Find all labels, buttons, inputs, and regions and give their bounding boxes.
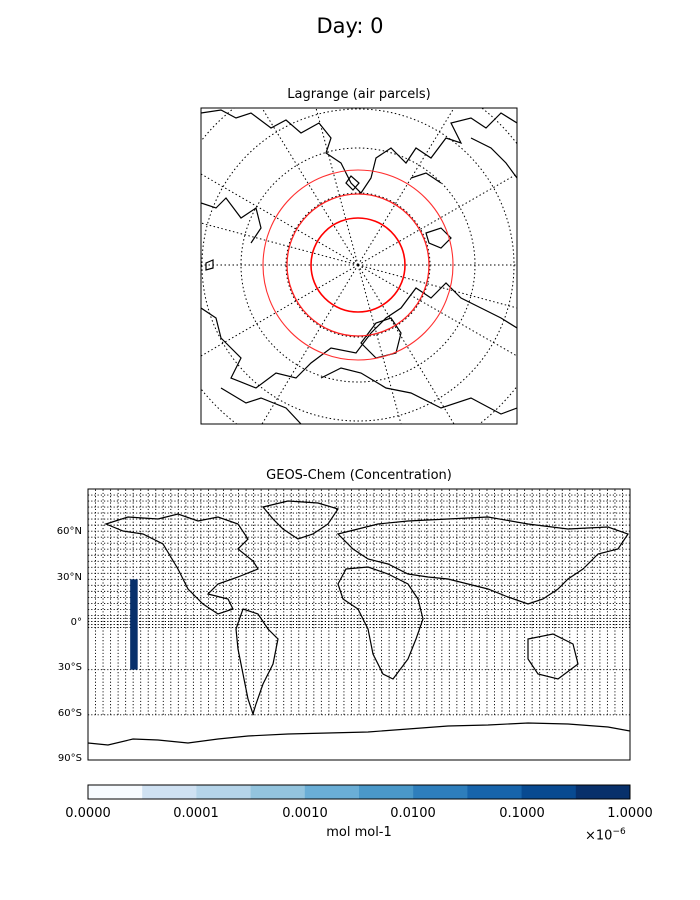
colorbar-tick-5: 1.0000 — [607, 806, 653, 821]
geoschem-panel-title: GEOS-Chem (Concentration) — [266, 468, 452, 483]
lat-tick-90s: 90°S — [57, 753, 82, 764]
lat-tick-30n: 30°N — [56, 572, 82, 583]
colorbar-exponent-base: ×10 — [585, 828, 613, 844]
lat-tick-60n: 60°N — [56, 526, 82, 537]
lagrange-polar-map — [200, 107, 518, 425]
colorbar-exponent: ×10−6 — [585, 827, 626, 843]
colorbar-segment — [359, 785, 414, 799]
world-coastlines — [88, 500, 630, 746]
colorbar-tick-1: 0.0001 — [173, 806, 219, 821]
colorbar-segment — [304, 785, 360, 799]
lat-tick-30s: 30°S — [57, 662, 82, 673]
air-parcel-rings — [262, 169, 454, 361]
colorbar-label: mol mol-1 — [326, 825, 392, 840]
lat-tick-60s: 60°S — [57, 708, 82, 719]
colorbar-segments — [88, 785, 631, 799]
figure-title: Day: 0 — [316, 14, 384, 38]
lat-tick-0: 0° — [70, 617, 82, 628]
colorbar-segment — [467, 785, 523, 799]
colorbar-tick-3: 0.0100 — [390, 806, 436, 821]
colorbar-segment — [575, 785, 631, 799]
polar-map-frame — [200, 107, 518, 425]
colorbar-segment — [413, 785, 468, 799]
colorbar-segment — [88, 785, 143, 799]
colorbar-segment — [142, 785, 197, 799]
air-parcel-ring-middle — [286, 193, 430, 337]
air-parcel-ring-outer — [262, 169, 454, 361]
colorbar-segment — [521, 785, 577, 799]
colorbar-segment — [196, 785, 252, 799]
air-parcel-ring-inner — [310, 217, 406, 313]
geoschem-world-map — [87, 488, 631, 761]
world-gridlines — [88, 489, 630, 716]
world-map-frame — [87, 488, 631, 761]
lagrange-panel-title: Lagrange (air parcels) — [287, 87, 431, 102]
colorbar-tick-0: 0.0000 — [65, 806, 111, 821]
polar-coastlines — [201, 109, 517, 424]
colorbar-segment — [250, 785, 306, 799]
colorbar-tick-4: 0.1000 — [499, 806, 545, 821]
colorbar — [87, 784, 631, 800]
colorbar-exponent-power: −6 — [612, 827, 626, 837]
concentration-bar — [130, 579, 138, 670]
polar-meridians — [201, 108, 517, 424]
colorbar-tick-2: 0.0010 — [282, 806, 328, 821]
